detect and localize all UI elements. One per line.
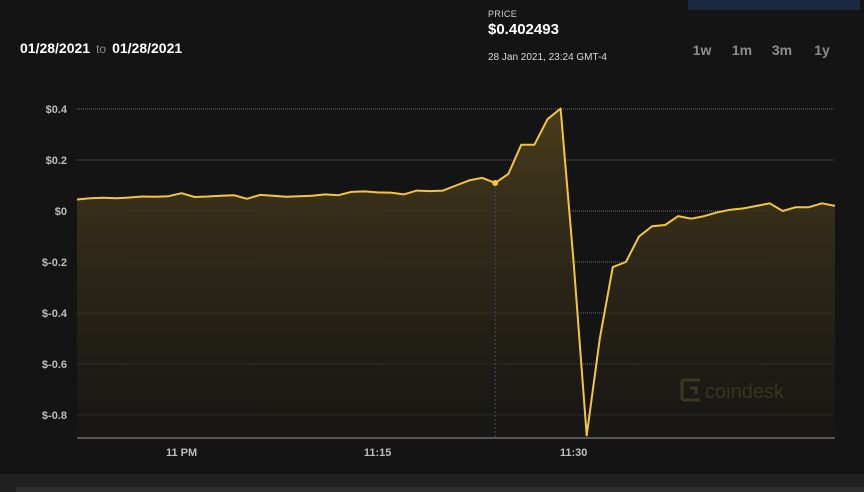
top-strip xyxy=(0,0,864,10)
date-from[interactable]: 01/28/2021 xyxy=(20,40,91,56)
price-timestamp: 28 Jan 2021, 23:24 GMT-4 xyxy=(488,52,607,63)
x-tick-label: 11:30 xyxy=(560,447,588,459)
y-tick-label: $-0.2 xyxy=(42,257,67,269)
hover-point xyxy=(492,179,499,186)
x-tick-label: 11 PM xyxy=(166,447,197,459)
date-to-label: to xyxy=(96,42,107,56)
y-tick-label: $0.2 xyxy=(46,155,67,167)
y-tick-label: $-0.4 xyxy=(42,308,68,320)
x-axis-labels: 11 PM 11:15 11:30 xyxy=(166,447,587,459)
range-tab-1w[interactable]: 1w xyxy=(692,42,712,58)
range-tab-3m[interactable]: 3m xyxy=(771,42,793,58)
area-fill xyxy=(77,108,835,438)
x-tick-label: 11:15 xyxy=(364,447,392,459)
price-label: PRICE xyxy=(488,9,518,19)
date-to[interactable]: 01/28/2021 xyxy=(112,40,183,56)
price-line xyxy=(76,107,836,437)
y-tick-label: $0.4 xyxy=(46,104,68,116)
y-tick-label: $0 xyxy=(55,206,67,218)
y-axis-labels: $0.4 $0.2 $0 $-0.2 $-0.4 $-0.6 $-0.8 xyxy=(42,104,68,422)
header-accent-bar xyxy=(688,0,860,10)
watermark-text: coindesk xyxy=(705,381,785,403)
bottom-scrollbar[interactable] xyxy=(16,487,864,492)
price-value: $0.402493 xyxy=(488,21,559,38)
range-tabs: 1w 1m 3m 1y xyxy=(682,42,842,58)
coindesk-logo-icon xyxy=(680,378,700,402)
date-range: 01/28/2021 to 01/28/2021 xyxy=(20,40,182,56)
coindesk-watermark: coindesk xyxy=(680,378,785,403)
range-tab-1m[interactable]: 1m xyxy=(731,42,753,58)
price-tooltip: PRICE $0.402493 28 Jan 2021, 23:24 GMT-4 xyxy=(488,9,607,63)
bottom-scrollbar-track xyxy=(0,474,864,492)
range-tab-1y[interactable]: 1y xyxy=(814,42,830,58)
y-tick-label: $-0.6 xyxy=(42,359,67,371)
y-tick-label: $-0.8 xyxy=(42,410,67,422)
